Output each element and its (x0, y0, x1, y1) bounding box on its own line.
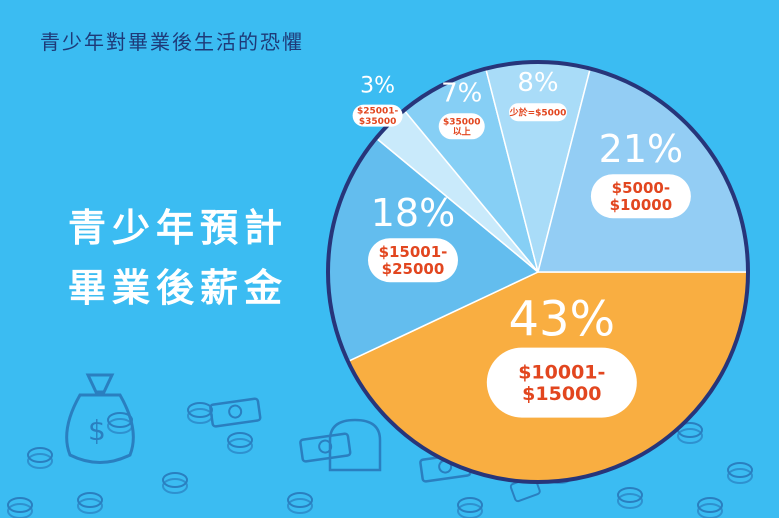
coin-stack-icon (617, 493, 643, 509)
coin-stack-icon (77, 498, 103, 514)
coin-stack-icon (677, 428, 703, 444)
chart-title: 青少年預計 畢業後薪金 (38, 198, 318, 318)
slice-label-pill-3 (438, 113, 485, 140)
coin-icon (457, 497, 483, 513)
coin-stack-icon (697, 503, 723, 518)
banknote-icon (209, 397, 262, 428)
pie-border (326, 60, 750, 484)
coin-icon (77, 492, 103, 508)
coin-icon (227, 432, 253, 448)
coin-icon (617, 487, 643, 503)
coin-stack-icon (287, 498, 313, 514)
slice-category-label-5: $5000-$10000 (610, 179, 673, 214)
pie-labels: 43% $10001-$15000 18% $15001-$25000 3% $25001… (352, 68, 691, 418)
coin-stack-icon (227, 438, 253, 454)
coin-stack-icon (727, 468, 753, 484)
slice-category-label-0: $10001-$15000 (518, 361, 605, 405)
slice-label-pill-0 (486, 347, 637, 418)
slice-category-label-4: 少於=$5000 (509, 106, 567, 118)
coin-icon (27, 447, 53, 463)
chart-title-line-1: 青少年預計 (67, 206, 288, 250)
coin-icon (7, 497, 33, 513)
slice-percent-label-0: 43% (508, 292, 615, 348)
money-bag-top-icon (85, 373, 115, 394)
coin-icon (287, 492, 313, 508)
dollar-sign-icon: $ (88, 414, 106, 447)
coin-icon (697, 497, 723, 513)
slice-category-label-3: $35000 以上 (443, 117, 481, 137)
slice-label-pill-2 (352, 104, 403, 127)
page-title: 青少年對畢業後生活的恐懼 (40, 30, 304, 54)
chart-title-line-2: 畢業後薪金 (67, 266, 288, 310)
banknote-seal-icon (228, 404, 243, 419)
coin-icon (727, 462, 753, 478)
coin-stack-icon (27, 453, 53, 469)
slice-percent-label-1: 18% (371, 191, 455, 235)
coin-icon (162, 472, 188, 488)
coin-stack-icon (457, 503, 483, 518)
money-bag-icon (65, 393, 135, 464)
slice-label-pill-4 (509, 103, 567, 122)
slice-percent-label-5: 21% (599, 127, 683, 171)
coin-icon (187, 402, 213, 418)
slice-percent-label-3: 7% (441, 78, 482, 108)
slice-percent-label-4: 8% (517, 68, 558, 98)
slice-label-pill-5 (590, 174, 691, 219)
banknote-icon (299, 432, 352, 463)
slice-percent-label-2: 3% (360, 74, 395, 99)
purse-icon (328, 418, 382, 472)
slice-category-label-2: $25001-$35000 (357, 107, 399, 127)
coin-stack-icon (162, 478, 188, 494)
slice-label-pill-1 (367, 238, 458, 283)
slice-category-label-1: $15001-$25000 (379, 243, 448, 278)
coin-stack-icon (7, 503, 33, 518)
